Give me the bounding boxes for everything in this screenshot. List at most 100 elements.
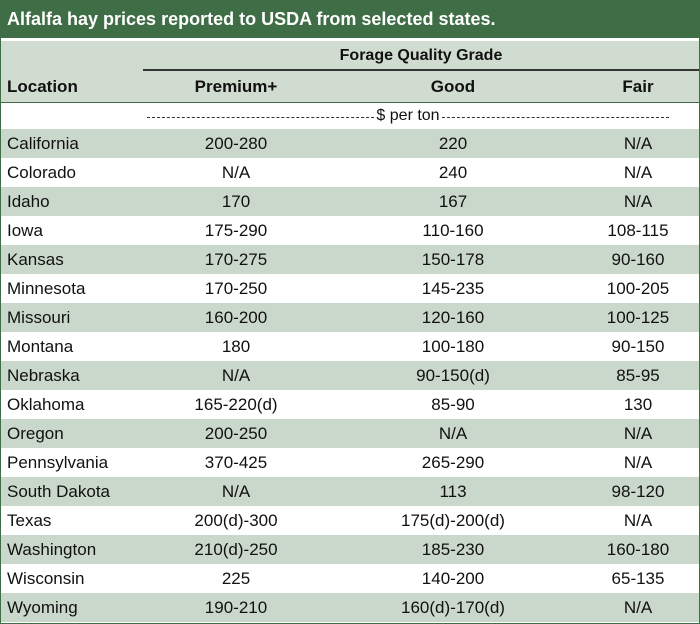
location-cell: Nebraska	[7, 365, 80, 385]
location-cell: Wyoming	[7, 597, 78, 617]
good-cell: 120-160	[421, 307, 485, 327]
table-row: Missouri 160-200 120-160 100-125	[1, 303, 699, 332]
premium-cell: 170	[221, 191, 251, 211]
fair-cell: N/A	[623, 162, 653, 182]
table-row: Pennsylvania 370-425 265-290 N/A	[1, 448, 699, 477]
premium-cell: 225	[221, 568, 251, 588]
good-cell: 90-150(d)	[416, 365, 490, 385]
fair-cell: N/A	[623, 597, 653, 617]
good-cell: 110-160	[422, 220, 484, 240]
table-row: Iowa 175-290 110-160 108-115	[1, 216, 699, 245]
premium-cell: N/A	[221, 162, 251, 182]
table-row: Wisconsin 225 140-200 65-135	[1, 564, 699, 593]
premium-cell: N/A	[221, 481, 251, 501]
location-cell: Texas	[7, 510, 52, 530]
fair-cell: N/A	[623, 423, 653, 443]
fair-cell: 100-125	[606, 307, 670, 327]
fair-cell: N/A	[623, 133, 653, 153]
location-cell: Iowa	[7, 220, 43, 240]
good-cell: 113	[439, 481, 467, 501]
table-body: California 200-280 220 N/A Colorado N/A 240 N/A…	[1, 129, 699, 622]
table-row: Oklahoma 165-220(d) 85-90 130	[1, 390, 699, 419]
location-cell: Washington	[7, 539, 97, 559]
good-cell: 150-178	[421, 249, 485, 269]
location-cell: Oklahoma	[7, 394, 85, 414]
location-cell: Missouri	[7, 307, 71, 327]
table-title: Alfalfa hay prices reported to USDA from…	[1, 1, 699, 38]
location-cell: California	[7, 133, 79, 153]
good-cell: 167	[438, 191, 468, 211]
premium-cell: 160-200	[204, 307, 268, 327]
location-cell: Oregon	[7, 423, 64, 443]
fair-cell: 130	[623, 394, 653, 414]
units-row: $ per ton	[1, 102, 699, 129]
premium-cell: 165-220(d)	[194, 394, 278, 414]
fair-cell: 85-95	[616, 365, 660, 385]
table-row: Texas 200(d)-300 175(d)-200(d) N/A	[1, 506, 699, 535]
fair-cell: 98-120	[611, 481, 665, 501]
location-column-header: Location	[7, 76, 78, 96]
units-dash-right	[441, 116, 669, 118]
premium-cell: 170-250	[204, 278, 268, 298]
table-row: Wyoming 190-210 160(d)-170(d) N/A	[1, 593, 699, 622]
table-row: Colorado N/A 240 N/A	[1, 158, 699, 187]
fair-cell: 100-205	[606, 278, 670, 298]
good-cell: 85-90	[431, 394, 475, 414]
location-cell: Montana	[7, 336, 74, 356]
table-row: Minnesota 170-250 145-235 100-205	[1, 274, 699, 303]
good-cell: 145-235	[421, 278, 485, 298]
good-cell: 100-180	[421, 336, 485, 356]
fair-cell: N/A	[623, 191, 653, 211]
good-cell: 220	[438, 133, 468, 153]
header-row-columns: Location Premium+ Good Fair	[1, 71, 699, 102]
table-row: Oregon 200-250 N/A N/A	[1, 419, 699, 448]
premium-cell: 200(d)-300	[194, 510, 278, 530]
location-cell: Minnesota	[7, 278, 86, 298]
table-row: Nebraska N/A 90-150(d) 85-95	[1, 361, 699, 390]
fair-cell: 108-115	[607, 220, 669, 240]
fair-cell: N/A	[623, 452, 653, 472]
title-gap	[1, 38, 699, 41]
location-cell: Colorado	[7, 162, 76, 182]
good-cell: N/A	[438, 423, 468, 443]
fair-cell: N/A	[623, 510, 653, 530]
fair-cell: 90-150	[611, 336, 665, 356]
table-row: California 200-280 220 N/A	[1, 129, 699, 158]
table-row: South Dakota N/A 113 98-120	[1, 477, 699, 506]
header-row-grade: Forage Quality Grade	[1, 41, 699, 71]
good-cell: 140-200	[421, 568, 485, 588]
good-cell: 185-230	[421, 539, 485, 559]
premium-cell: 210(d)-250	[194, 539, 278, 559]
premium-column-header: Premium+	[194, 76, 278, 96]
fair-column-header: Fair	[622, 76, 654, 96]
good-cell: 240	[438, 162, 468, 182]
premium-cell: 190-210	[204, 597, 268, 617]
units-dash-left	[147, 116, 375, 118]
premium-cell: 170-275	[204, 249, 268, 269]
table-row: Kansas 170-275 150-178 90-160	[1, 245, 699, 274]
location-cell: Pennsylvania	[7, 452, 109, 472]
location-cell: Idaho	[7, 191, 50, 211]
premium-cell: 200-280	[204, 133, 268, 153]
table-row: Washington 210(d)-250 185-230 160-180	[1, 535, 699, 564]
units-label: $ per ton	[376, 107, 440, 124]
good-cell: 265-290	[421, 452, 485, 472]
premium-cell: 180	[221, 336, 251, 356]
location-cell: Kansas	[7, 249, 64, 269]
location-cell: Wisconsin	[7, 568, 85, 588]
good-column-header: Good	[430, 76, 476, 96]
fair-cell: 90-160	[611, 249, 665, 269]
fair-cell: 65-135	[611, 568, 665, 588]
premium-cell: 370-425	[204, 452, 268, 472]
location-cell: South Dakota	[7, 481, 111, 501]
good-cell: 175(d)-200(d)	[401, 510, 505, 530]
fair-cell: 160-180	[606, 539, 670, 559]
good-cell: 160(d)-170(d)	[401, 597, 505, 617]
units-line: $ per ton	[1, 107, 699, 125]
premium-cell: 200-250	[204, 423, 268, 443]
grade-group-header: Forage Quality Grade	[143, 41, 699, 71]
table-row: Montana 180 100-180 90-150	[1, 332, 699, 361]
premium-cell: N/A	[221, 365, 251, 385]
table-row: Idaho 170 167 N/A	[1, 187, 699, 216]
